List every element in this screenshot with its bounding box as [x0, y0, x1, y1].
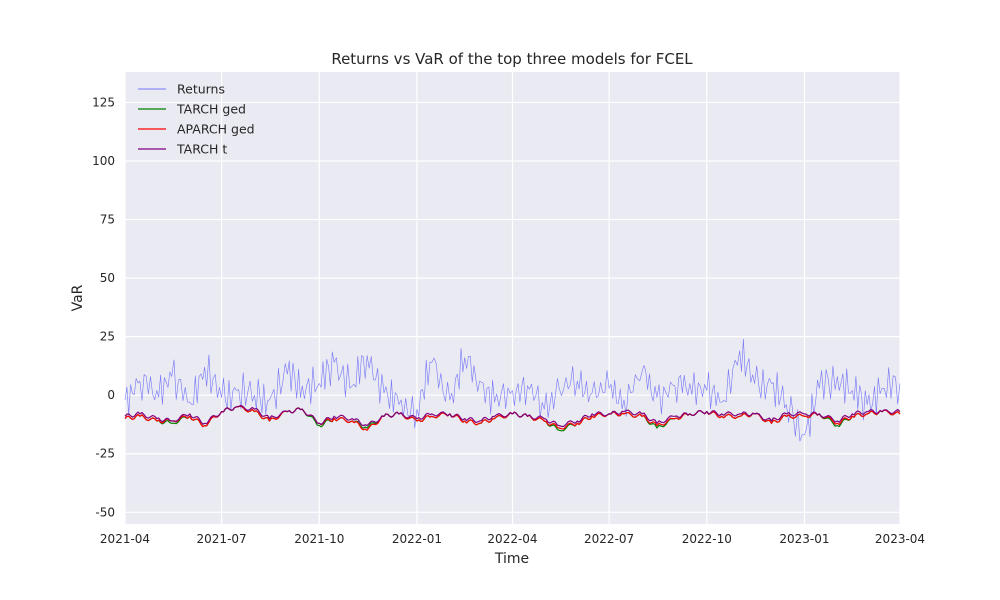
legend-item: TARCH ged: [138, 102, 246, 117]
x-tick-label: 2023-04: [875, 532, 925, 546]
x-axis-title: Time: [494, 551, 529, 567]
tick-labels: 2021-04 2021-07 2021-10 2022-01 2022-04 2022-…: [92, 95, 925, 546]
chart-title: Returns vs VaR of the top three models f…: [331, 50, 693, 68]
y-tick-label: 25: [100, 330, 115, 344]
y-tick-label: 75: [100, 213, 115, 227]
x-tick-label: 2021-07: [197, 532, 247, 546]
legend-label: Returns: [177, 82, 225, 97]
legend-item: APARCH ged: [138, 122, 255, 137]
legend-label: TARCH ged: [176, 102, 246, 117]
x-tick-label: 2023-01: [779, 532, 829, 546]
y-tick-label: 50: [100, 271, 115, 285]
x-tick-label: 2021-04: [100, 532, 150, 546]
series-layer: [124, 338, 901, 442]
x-tick-label: 2022-07: [584, 532, 634, 546]
y-tick-label: 125: [92, 95, 115, 109]
legend-item: Returns: [138, 82, 225, 97]
legend-label: APARCH ged: [177, 122, 255, 137]
y-axis-title: VaR: [70, 284, 86, 311]
legend-item: TARCH t: [138, 142, 227, 157]
series-line-returns: [124, 338, 901, 442]
x-tick-label: 2022-01: [392, 532, 442, 546]
x-tick-label: 2021-10: [294, 532, 344, 546]
y-tick-label: 0: [107, 388, 115, 402]
y-tick-label: -25: [95, 447, 115, 461]
x-tick-label: 2022-10: [682, 532, 732, 546]
legend-label: TARCH t: [176, 142, 227, 157]
x-tick-label: 2022-04: [487, 532, 537, 546]
grid-lines: [124, 72, 901, 524]
series-line-tarch-t: [124, 404, 901, 428]
legend: Returns TARCH ged APARCH ged TARCH t: [138, 82, 255, 157]
y-tick-label: 100: [92, 154, 115, 168]
y-tick-label: -50: [95, 505, 115, 519]
